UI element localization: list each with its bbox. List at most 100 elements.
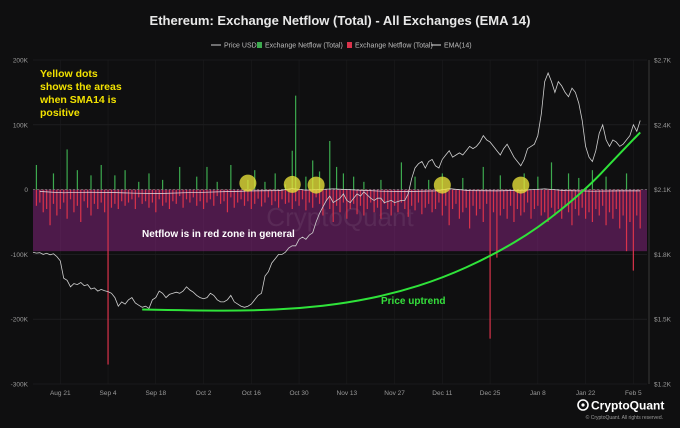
inflow-bar-216 — [499, 175, 501, 190]
outflow-bar-40 — [172, 189, 174, 202]
chart-title: Ethereum: Exchange Netflow (Total) - All… — [150, 13, 531, 28]
outflow-bar-162 — [588, 189, 590, 213]
inflow-bar-206 — [342, 173, 345, 190]
outflow-bar-84 — [322, 189, 324, 216]
outflow-bar-174 — [629, 189, 631, 222]
outflow-bar-24 — [117, 189, 119, 210]
outflow-bar-146 — [533, 189, 536, 210]
outflow-bar-170 — [615, 189, 617, 210]
yellow-dots-note: Yellow dots shows the areas when SMA14 i… — [39, 68, 122, 119]
outflow-bar-125 — [462, 189, 464, 213]
outflow-bar-137 — [503, 189, 505, 210]
inflow-bar-209 — [380, 179, 382, 190]
outflow-bar-83 — [318, 189, 321, 204]
x-tick-2: Sep 18 — [145, 390, 166, 397]
outflow-bar-48 — [199, 189, 201, 202]
outflow-bar-141 — [516, 189, 518, 210]
outflow-bar-13 — [80, 189, 82, 222]
outflow-bar-111 — [414, 189, 416, 211]
outflow-bar-151 — [550, 189, 553, 208]
outflow-bar-88 — [335, 189, 338, 206]
outflow-bar-25 — [121, 189, 123, 202]
y-left-tick-1: 100K — [13, 122, 29, 129]
outflow-bar-129 — [475, 189, 478, 216]
y-right-tick-4: $1.5K — [654, 317, 672, 324]
price-line — [32, 71, 641, 310]
outflow-bar-28 — [131, 189, 133, 200]
outflow-bar-5 — [52, 189, 55, 204]
cryptoquant-logo-icon — [577, 399, 589, 411]
copyright: © CryptoQuant. All rights reserved. — [586, 414, 663, 421]
brand-name: CryptoQuant — [591, 399, 664, 413]
outflow-bar-32 — [144, 189, 147, 202]
inflow-bar-189 — [179, 166, 181, 190]
inflow-bar-221 — [578, 177, 580, 190]
outflow-bar-35 — [155, 189, 157, 213]
inflow-bar-208 — [363, 181, 365, 190]
outflow-bar-64 — [254, 189, 256, 204]
outflow-bar-87 — [332, 189, 334, 222]
outflow-bar-1 — [39, 189, 41, 203]
outflow-bar-69 — [271, 189, 273, 206]
outflow-bar-99 — [373, 189, 375, 213]
outflow-bar-44 — [185, 189, 188, 200]
inflow-bar-192 — [216, 181, 218, 190]
outflow-bar-165 — [598, 189, 600, 216]
outflow-bar-134 — [492, 189, 495, 213]
outflow-bar-47 — [196, 189, 198, 206]
inflow-bar-215 — [482, 166, 484, 190]
inflow-bar-179 — [52, 173, 55, 190]
outflow-bar-148 — [540, 189, 542, 216]
outflow-bar-92 — [349, 189, 351, 210]
outflow-bar-116 — [431, 189, 433, 213]
outflow-bar-21 — [107, 189, 109, 365]
outflow-bar-159 — [578, 189, 580, 216]
outflow-bar-15 — [86, 189, 89, 208]
outflow-bar-98 — [370, 189, 372, 203]
outflow-bar-23 — [114, 189, 116, 204]
inflow-bar-178 — [35, 164, 38, 190]
outflow-bar-114 — [424, 189, 426, 208]
outflow-bar-90 — [342, 189, 345, 203]
outflow-bar-86 — [329, 189, 331, 210]
outflow-bar-49 — [202, 189, 205, 210]
outflow-bar-34 — [151, 189, 153, 203]
y-right-tick-2: $2.1K — [654, 187, 672, 194]
outflow-bar-59 — [237, 189, 239, 203]
outflow-bar-138 — [506, 189, 508, 219]
x-tick-9: Dec 25 — [480, 390, 501, 397]
outflow-bar-29 — [134, 189, 136, 210]
outflow-bar-22 — [110, 189, 113, 208]
outflow-bar-161 — [585, 189, 587, 219]
outflow-bar-77 — [298, 189, 300, 206]
x-axis: Aug 21 Sep 4 Sep 18 Oct 2 Oct 16 Oct 30 Nov 13… — [50, 390, 642, 397]
outflow-bar-8 — [63, 189, 65, 203]
outflow-bar-152 — [554, 189, 556, 216]
outflow-bar-175 — [632, 189, 634, 271]
x-tick-10: Jan 8 — [530, 390, 546, 397]
inflow-bar-204 — [329, 141, 331, 190]
outflow-bar-43 — [182, 189, 184, 208]
outflow-bar-56 — [226, 189, 229, 213]
outflow-bar-103 — [387, 189, 389, 210]
outflow-bar-144 — [527, 189, 529, 203]
x-tick-1: Sep 4 — [100, 390, 117, 397]
ema-line — [39, 188, 641, 194]
yellow-dot-3 — [433, 176, 451, 194]
y-right-tick-3: $1.8K — [654, 252, 672, 259]
inflow-bar-212 — [428, 179, 430, 190]
outflow-bar-39 — [168, 189, 171, 210]
outflow-bar-131 — [482, 189, 484, 222]
outflow-bar-20 — [104, 189, 106, 213]
legend-outflow-swatch — [347, 42, 352, 48]
inflow-bar-180 — [66, 149, 68, 190]
x-tick-4: Oct 16 — [242, 390, 262, 397]
outflow-bar-85 — [325, 189, 327, 202]
positive-ema-markers — [239, 174, 530, 194]
outflow-bar-105 — [393, 189, 396, 206]
outflow-bar-107 — [400, 189, 402, 203]
outflow-bar-106 — [397, 189, 399, 213]
outflow-bar-52 — [213, 189, 215, 206]
y-axis-right: $2.7K $2.4K $2.1K $1.8K $1.5K $1.2K — [648, 58, 672, 389]
outflow-bar-113 — [421, 189, 423, 215]
